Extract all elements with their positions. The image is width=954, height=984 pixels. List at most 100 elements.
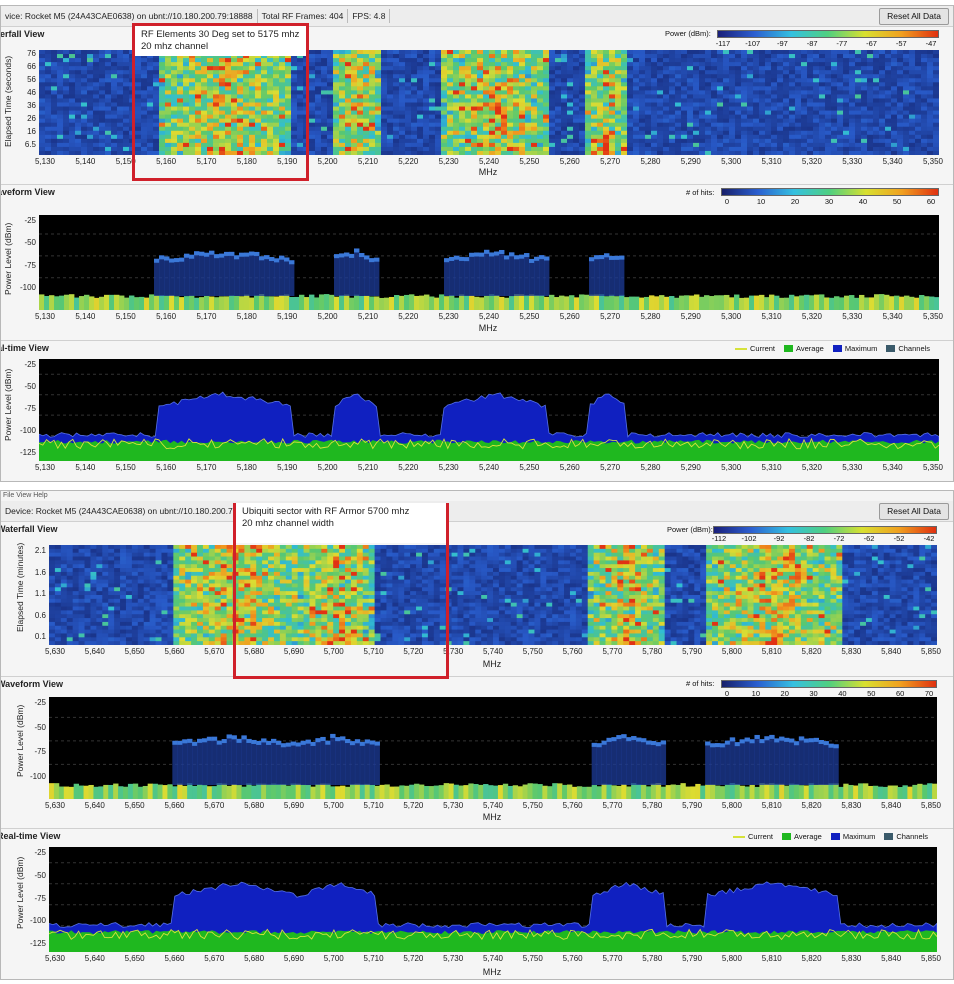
waterfall-cell: [99, 70, 106, 75]
waterfall-cell: [729, 114, 736, 120]
waterfall-cell: [93, 78, 100, 83]
waterfall-plot[interactable]: [39, 50, 939, 155]
waterfall-cell: [249, 134, 256, 140]
x-tick-label: 5,310: [761, 463, 782, 472]
waterfall-cell: [747, 122, 754, 128]
waterfall-cell: [463, 545, 470, 550]
reset-all-data-button[interactable]: Reset All Data: [879, 503, 949, 520]
waveform-noise-floor: [709, 296, 715, 310]
waterfall-plot[interactable]: [49, 545, 937, 645]
waterfall-cell: [609, 62, 616, 67]
waterfall-cell: [621, 118, 628, 124]
waterfall-cell: [879, 118, 886, 124]
waterfall-cell: [669, 78, 676, 83]
waterfall-cell: [907, 552, 914, 558]
waterfall-cell: [99, 86, 106, 91]
waterfall-cell: [45, 74, 52, 79]
waterfall-cell: [861, 78, 868, 83]
waveform-plot[interactable]: [39, 215, 939, 310]
waterfall-cell: [753, 106, 760, 112]
waterfall-cell: [279, 98, 286, 103]
waterfall-cell: [441, 66, 448, 71]
waterfall-cell: [99, 94, 106, 99]
waterfall-cell: [573, 122, 580, 128]
waterfall-cell: [873, 94, 880, 99]
waterfall-cell: [549, 94, 556, 99]
waterfall-cell: [705, 70, 712, 75]
waterfall-cell: [285, 114, 292, 120]
waterfall-cell: [429, 86, 436, 91]
waterfall-cell: [735, 78, 742, 83]
waveform-signal: [239, 252, 245, 296]
waterfall-cell: [537, 82, 544, 87]
waterfall-cell: [747, 94, 754, 99]
x-tick-label: 5,190: [277, 157, 298, 166]
waterfall-cell: [831, 94, 838, 99]
waveform-noise-floor: [464, 295, 470, 310]
waterfall-cell: [639, 106, 646, 112]
realtime-plot[interactable]: [39, 359, 939, 461]
waterfall-cell: [357, 134, 364, 140]
waterfall-cell: [471, 102, 478, 108]
waterfall-cell: [603, 94, 610, 99]
waveform-noise-floor: [859, 294, 865, 310]
waterfall-cell: [879, 134, 886, 140]
waterfall-cell: [279, 118, 286, 124]
waterfall-cell: [213, 94, 220, 99]
waterfall-cell: [843, 58, 850, 63]
waterfall-cell: [645, 58, 652, 63]
waterfall-cell: [747, 556, 754, 561]
waterfall-cell: [165, 150, 172, 155]
waterfall-cell: [171, 134, 178, 140]
waterfall-cell: [867, 122, 874, 128]
waterfall-cell: [435, 66, 442, 71]
waveform-signal-edge: [219, 253, 225, 258]
waterfall-cell: [219, 134, 226, 140]
waterfall-cell: [717, 106, 724, 112]
waveform-noise-floor: [274, 296, 280, 310]
waterfall-cell: [699, 150, 706, 155]
waterfall-cell: [123, 102, 130, 108]
waterfall-cell: [699, 58, 706, 63]
waterfall-cell: [621, 114, 628, 120]
waterfall-cell: [777, 122, 784, 128]
waterfall-cell: [885, 78, 892, 83]
screenshot-bottom: File View Help Device: Rocket M5 (24A43C…: [0, 490, 954, 980]
waterfall-cell: [609, 130, 616, 136]
waterfall-cell: [585, 82, 592, 87]
waterfall-cell: [117, 86, 124, 91]
waterfall-cell: [609, 54, 616, 59]
waterfall-cell: [639, 82, 646, 87]
waterfall-cell: [921, 126, 928, 132]
waterfall-cell: [843, 98, 850, 103]
waterfall-cell: [819, 90, 826, 95]
waterfall-cell: [177, 90, 184, 95]
waterfall-cell: [350, 552, 358, 558]
waterfall-cell: [510, 548, 518, 554]
waterfall-cell: [543, 118, 550, 124]
waterfall-cell: [147, 82, 154, 87]
waterfall-cell: [399, 90, 406, 95]
waterfall-cell: [238, 545, 245, 550]
waterfall-cell: [357, 138, 364, 144]
waterfall-cell: [861, 98, 868, 103]
waterfall-cell: [410, 548, 417, 554]
waveform-signal-edge: [589, 257, 595, 262]
waterfall-cell: [291, 150, 298, 155]
waterfall-cell: [75, 82, 82, 87]
waterfall-cell: [813, 102, 820, 108]
waterfall-cell: [279, 94, 286, 99]
waterfall-cell: [453, 130, 460, 136]
waterfall-cell: [417, 54, 424, 59]
waterfall-cell: [57, 130, 64, 136]
waterfall-cell: [189, 78, 196, 83]
waterfall-cell: [537, 58, 544, 63]
waveform-signal: [169, 258, 175, 296]
waveform-noise-floor: [629, 296, 635, 310]
waveform-noise-floor: [919, 295, 925, 310]
reset-all-data-button[interactable]: Reset All Data: [879, 8, 949, 25]
waterfall-cell: [315, 122, 322, 128]
waterfall-cell: [315, 556, 322, 561]
waterfall-cell: [78, 548, 86, 554]
waterfall-cell: [516, 552, 524, 558]
